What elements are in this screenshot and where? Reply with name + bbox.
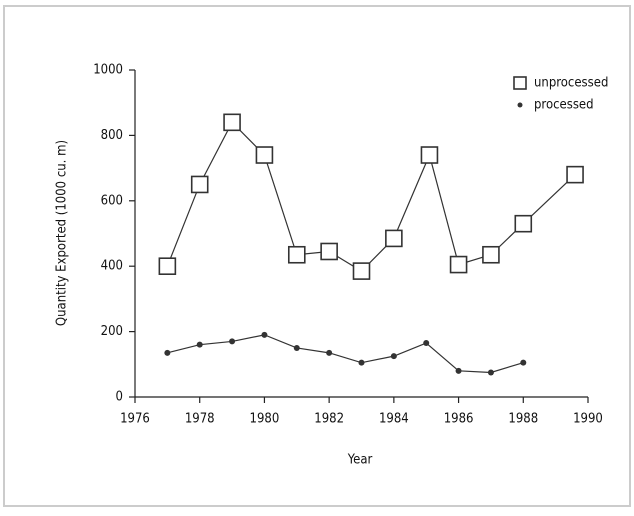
data-point: [487, 369, 494, 376]
data-point: [261, 331, 268, 338]
data-point: [449, 255, 468, 274]
data-point: [420, 146, 439, 164]
y-tick-label: 1000: [93, 63, 123, 78]
data-point: [514, 214, 533, 233]
series-line: [167, 334, 524, 374]
data-point: [423, 340, 430, 347]
data-point: [164, 349, 171, 356]
data-point: [196, 341, 203, 348]
data-point: [352, 262, 371, 280]
x-axis-label: Year: [347, 453, 373, 468]
data-point: [566, 165, 584, 184]
x-tick-label: 1986: [444, 412, 474, 427]
data-point: [293, 344, 300, 351]
legend-marker: [517, 102, 523, 108]
data-point: [326, 349, 333, 356]
x-tick-label: 1988: [508, 412, 538, 427]
x-tick-label: 1984: [379, 412, 409, 427]
data-point: [320, 242, 338, 261]
y-tick-label: 200: [101, 324, 123, 339]
x-tick-label: 1976: [120, 412, 150, 427]
data-point: [520, 359, 527, 366]
x-tick-label: 1980: [250, 412, 280, 427]
x-tick-label: 1978: [185, 412, 215, 427]
data-point: [223, 113, 241, 132]
data-point: [482, 245, 500, 264]
data-point: [229, 338, 236, 345]
y-tick-label: 400: [101, 259, 123, 274]
data-point: [190, 175, 209, 194]
legend-label: processed: [534, 98, 594, 113]
x-tick-label: 1982: [314, 412, 344, 427]
data-point: [287, 245, 306, 264]
data-point: [455, 367, 462, 374]
data-point: [358, 359, 365, 366]
x-tick-label: 1990: [573, 412, 603, 427]
y-tick-label: 800: [101, 128, 123, 143]
y-axis-label: Quantity Exported (1000 cu. m): [55, 140, 70, 326]
data-point: [390, 353, 397, 360]
data-point: [158, 257, 177, 276]
legend-label: unprocessed: [534, 76, 608, 91]
data-point: [385, 229, 403, 248]
data-point: [255, 146, 274, 164]
y-tick-label: 0: [116, 390, 123, 405]
legend-marker: [513, 76, 527, 90]
y-tick-label: 600: [101, 193, 123, 208]
